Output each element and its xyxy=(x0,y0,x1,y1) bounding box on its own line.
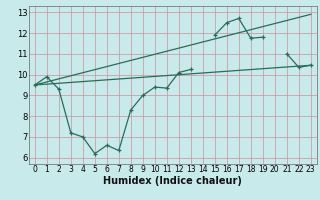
X-axis label: Humidex (Indice chaleur): Humidex (Indice chaleur) xyxy=(103,176,242,186)
